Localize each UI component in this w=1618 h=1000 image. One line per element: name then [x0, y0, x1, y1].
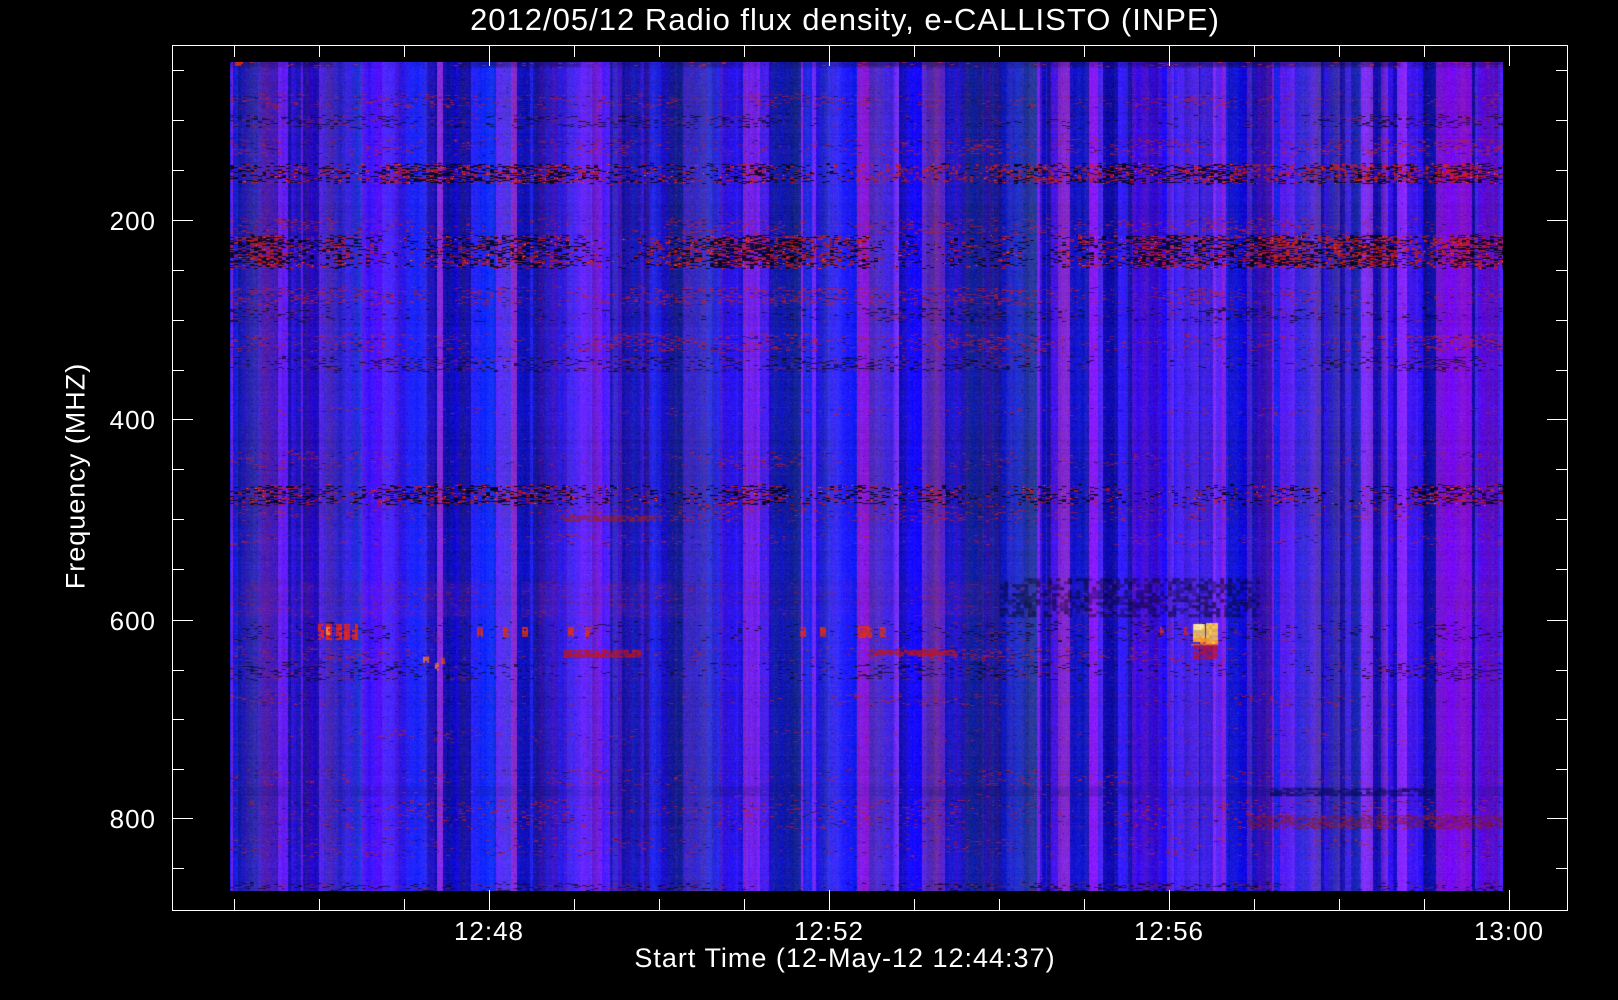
x-tick-minor	[234, 46, 235, 57]
y-tick-major	[173, 620, 193, 621]
x-tick-major	[1509, 46, 1510, 66]
y-tick-minor	[173, 868, 184, 869]
y-tick-minor	[1556, 370, 1567, 371]
y-tick-major	[1547, 620, 1567, 621]
page-title: 2012/05/12 Radio flux density, e-CALLIST…	[470, 2, 1220, 37]
x-tick-label: 12:56	[1133, 916, 1205, 946]
y-tick-minor	[173, 469, 184, 470]
y-tick-minor	[1556, 670, 1567, 671]
x-tick-label: 12:48	[453, 916, 525, 946]
y-tick-major	[1547, 818, 1567, 819]
y-tick-major	[1547, 419, 1567, 420]
y-tick-label: 600	[109, 606, 156, 636]
y-tick-major	[173, 419, 193, 420]
y-tick-minor	[173, 170, 184, 171]
y-tick-label: 800	[109, 804, 156, 834]
y-tick-label: 200	[109, 206, 156, 236]
x-tick-label: 12:52	[793, 916, 865, 946]
x-tick-major	[1509, 890, 1510, 910]
x-tick-minor	[574, 46, 575, 57]
x-tick-minor	[744, 46, 745, 57]
x-tick-minor	[319, 46, 320, 57]
y-tick-minor	[173, 270, 184, 271]
x-tick-major	[829, 890, 830, 910]
x-tick-minor	[1254, 899, 1255, 910]
x-tick-minor	[404, 46, 405, 57]
y-tick-minor	[1556, 120, 1567, 121]
y-tick-minor	[1556, 868, 1567, 869]
x-tick-minor	[1424, 46, 1425, 57]
spectrogram-canvas	[230, 62, 1503, 891]
x-tick-minor	[1254, 46, 1255, 57]
x-tick-minor	[659, 899, 660, 910]
y-tick-minor	[1556, 469, 1567, 470]
plot-frame	[172, 45, 1568, 911]
y-tick-minor	[1556, 70, 1567, 71]
y-tick-major	[173, 818, 193, 819]
x-tick-minor	[574, 899, 575, 910]
y-tick-minor	[1556, 719, 1567, 720]
x-tick-minor	[234, 899, 235, 910]
y-tick-minor	[173, 519, 184, 520]
y-tick-minor	[173, 320, 184, 321]
x-tick-minor	[1424, 899, 1425, 910]
x-tick-minor	[1084, 899, 1085, 910]
x-tick-label: 13:00	[1473, 916, 1545, 946]
y-tick-minor	[1556, 170, 1567, 171]
y-tick-minor	[1556, 270, 1567, 271]
x-tick-minor	[404, 899, 405, 910]
x-tick-major	[489, 46, 490, 66]
x-tick-minor	[1339, 46, 1340, 57]
x-tick-minor	[914, 899, 915, 910]
x-tick-minor	[319, 899, 320, 910]
y-tick-minor	[173, 769, 184, 770]
x-tick-major	[1169, 890, 1170, 910]
x-tick-major	[1169, 46, 1170, 66]
x-tick-minor	[659, 46, 660, 57]
y-tick-minor	[1556, 519, 1567, 520]
y-tick-minor	[173, 670, 184, 671]
x-tick-minor	[1084, 46, 1085, 57]
y-tick-major	[173, 220, 193, 221]
x-tick-major	[829, 46, 830, 66]
y-tick-minor	[173, 70, 184, 71]
y-tick-minor	[173, 569, 184, 570]
y-tick-minor	[173, 120, 184, 121]
x-tick-minor	[1339, 899, 1340, 910]
y-tick-major	[1547, 220, 1567, 221]
y-tick-minor	[173, 370, 184, 371]
x-tick-minor	[744, 899, 745, 910]
y-tick-label: 400	[109, 405, 156, 435]
x-tick-minor	[999, 46, 1000, 57]
x-tick-minor	[914, 46, 915, 57]
y-tick-minor	[1556, 569, 1567, 570]
x-tick-major	[489, 890, 490, 910]
y-axis-title: Frequency (MHZ)	[60, 362, 91, 590]
y-tick-minor	[1556, 320, 1567, 321]
y-tick-minor	[1556, 769, 1567, 770]
x-axis-title: Start Time (12-May-12 12:44:37)	[634, 943, 1056, 973]
x-tick-minor	[999, 899, 1000, 910]
y-tick-minor	[173, 719, 184, 720]
